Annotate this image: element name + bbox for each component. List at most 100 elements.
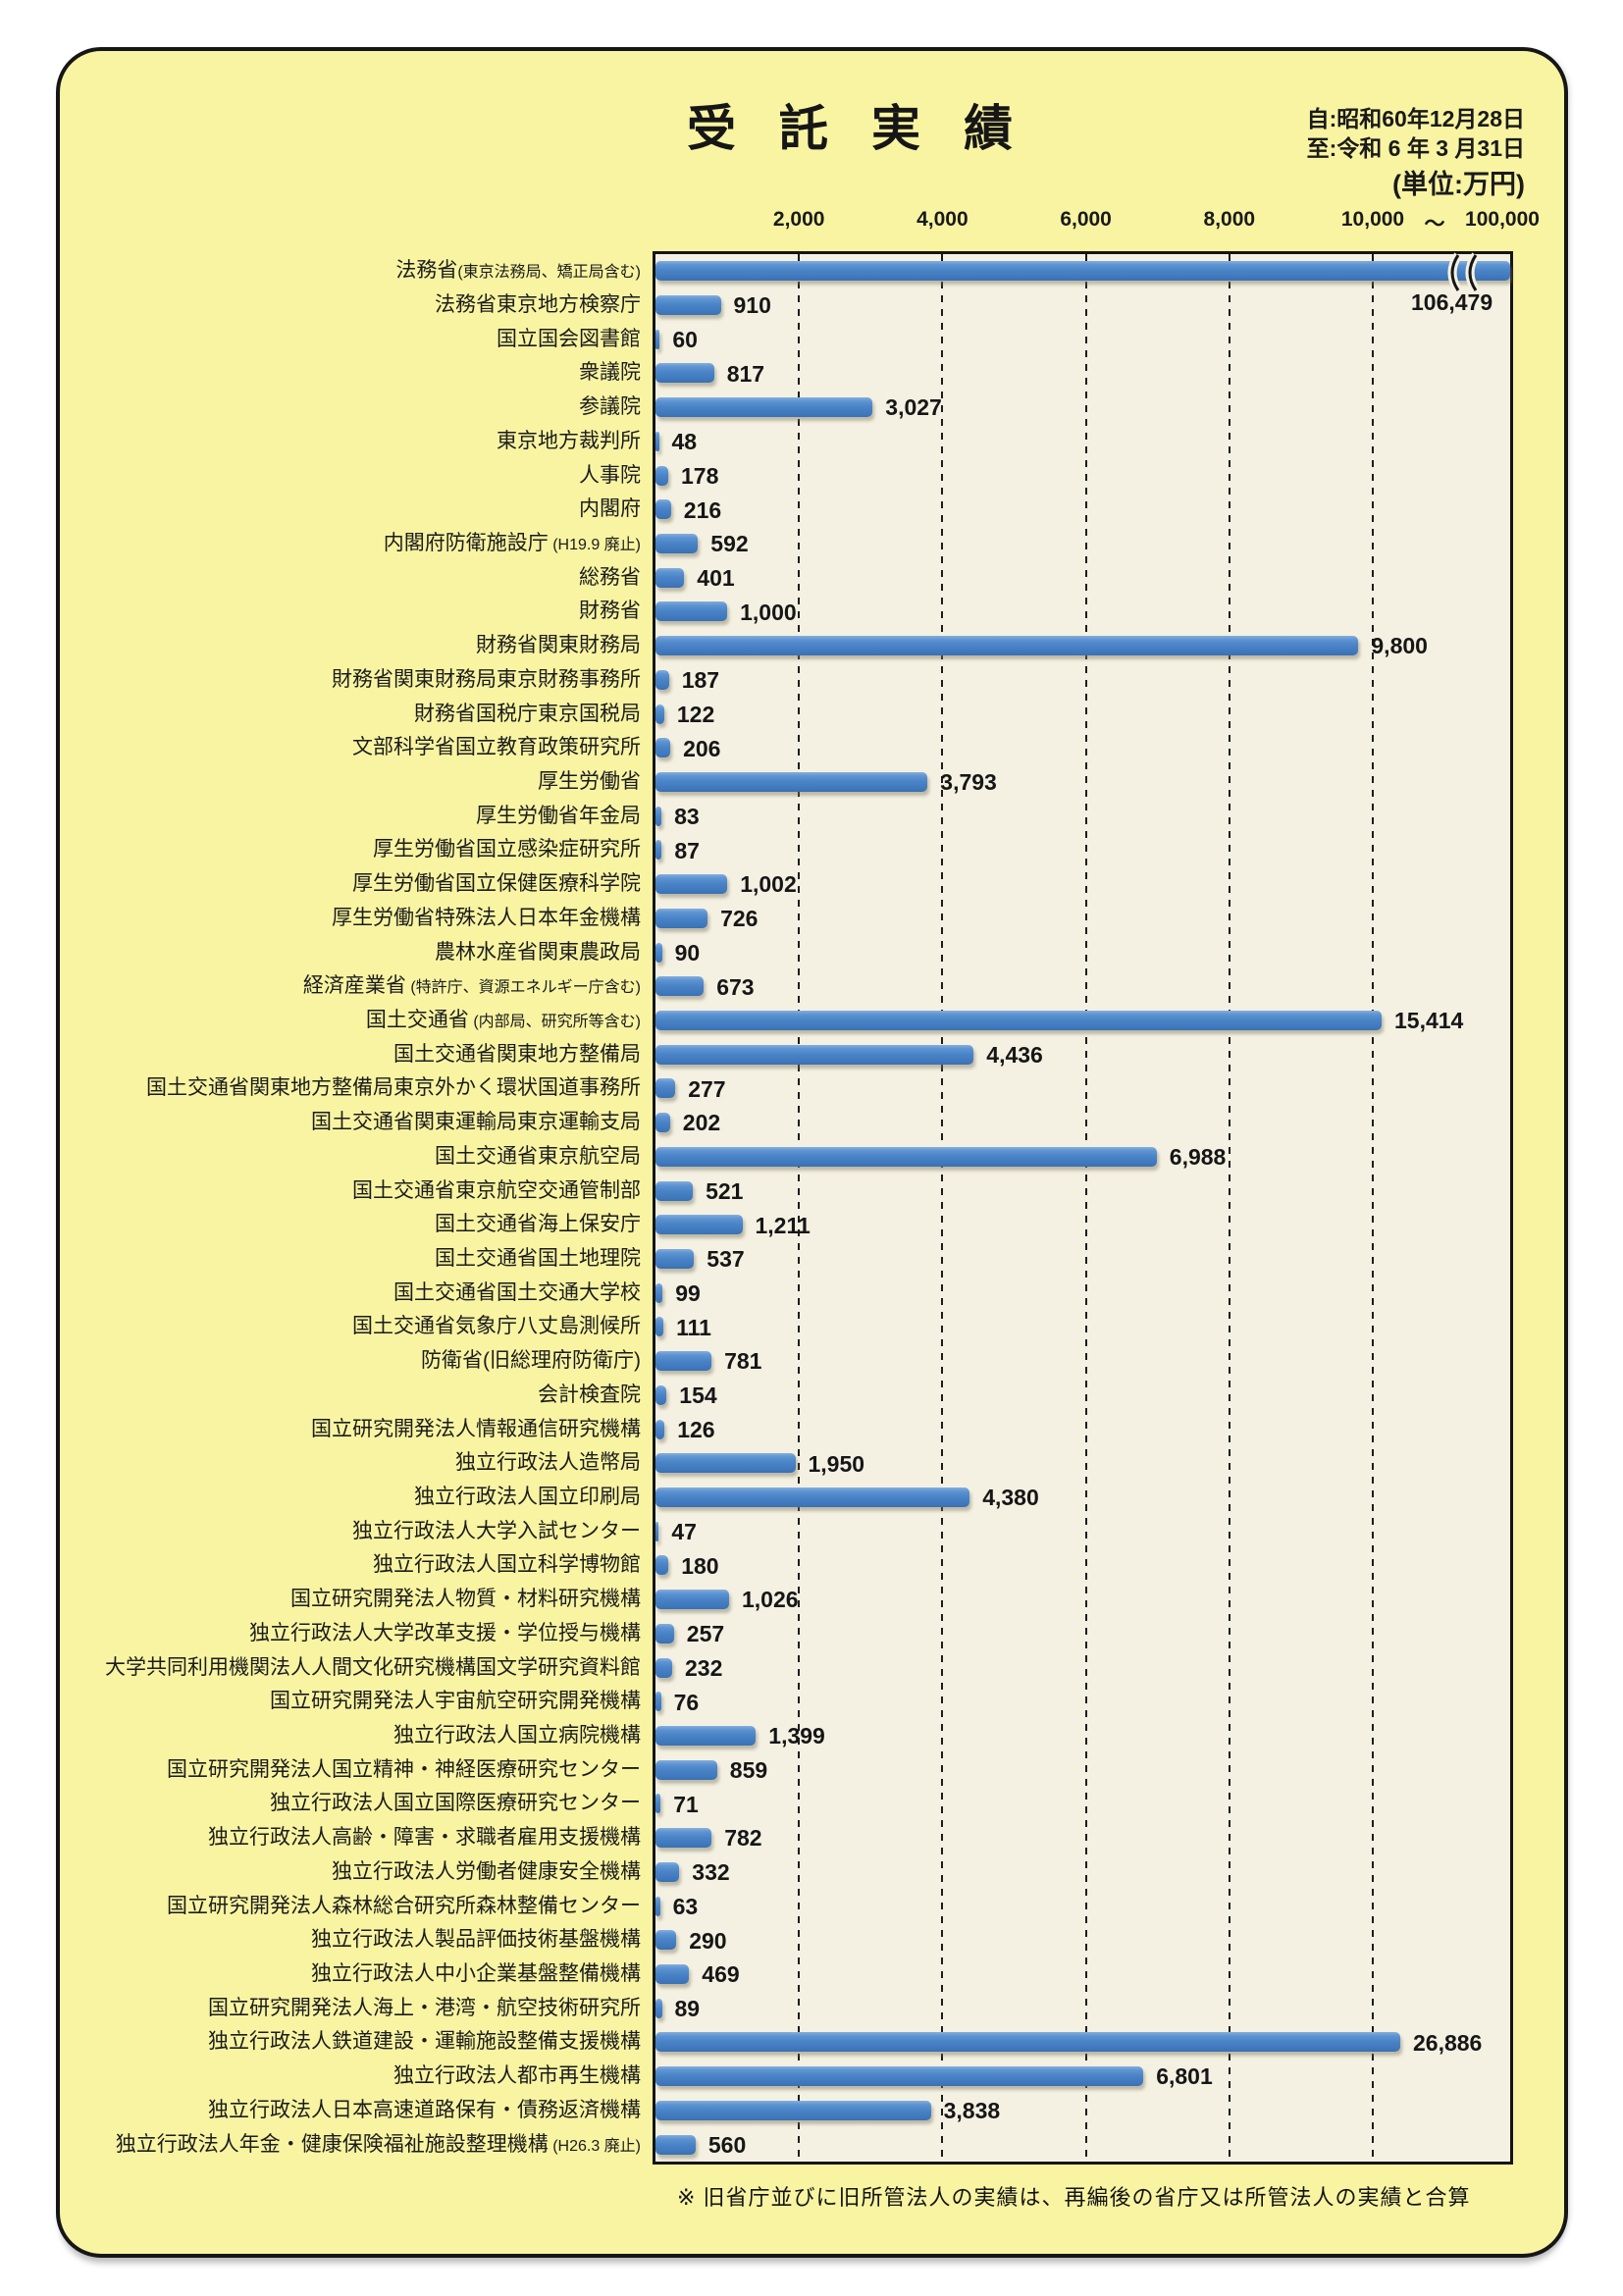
category-label: 国立研究開発法人物質・材料研究機構	[290, 1588, 641, 1611]
bar	[655, 2134, 696, 2155]
bar-value-label: 71	[673, 1791, 699, 1817]
axis-break-icon	[1447, 252, 1480, 293]
category-label: 厚生労働省	[538, 770, 641, 793]
bar	[655, 1726, 757, 1746]
bar-value-label: 290	[689, 1927, 727, 1954]
category-label-note: (特許庁、資源エネルギー庁含む)	[405, 979, 641, 997]
category-label: 国土交通省国土地理院	[435, 1247, 641, 1270]
axis-tick-label: 8,000	[1203, 208, 1256, 231]
bar	[655, 1590, 729, 1610]
bar	[655, 2032, 1400, 2053]
bar-value-label: 592	[710, 531, 749, 557]
bar-value-label: 83	[674, 803, 700, 829]
bar-value-label: 817	[726, 360, 765, 387]
bar	[655, 1828, 712, 1849]
bar-value-label: 6,988	[1169, 1144, 1227, 1171]
category-label: 国土交通省関東地方整備局	[393, 1042, 641, 1066]
grid-line	[1084, 254, 1087, 2162]
bar	[655, 431, 659, 451]
category-label: 参議院	[579, 395, 641, 419]
category-label: 国土交通省東京航空局	[435, 1144, 641, 1168]
category-label: 厚生労働省国立保健医療科学院	[352, 872, 641, 896]
category-label: 独立行政法人年金・健康保険福祉施設整理機構 (H26.3 廃止)	[115, 2132, 641, 2156]
bar-value-label: 126	[677, 1416, 715, 1442]
axis-overflow-label: 100,000	[1465, 208, 1540, 231]
bar	[655, 1521, 659, 1541]
axis-tick	[941, 254, 944, 263]
category-label: 独立行政法人大学入試センター	[352, 1519, 641, 1542]
bar	[655, 534, 699, 553]
bar	[655, 669, 669, 690]
page-title: 受託実績	[687, 101, 1056, 156]
bar-value-label: 26,886	[1413, 2029, 1483, 2056]
category-label: 人事院	[579, 463, 641, 487]
category-label: 国立研究開発法人海上・港湾・航空技術研究所	[208, 1996, 641, 2019]
bar-value-label: 216	[683, 496, 722, 523]
axis-tick-label: 10,000	[1340, 208, 1405, 231]
bar	[655, 1282, 663, 1303]
grid-line	[1228, 254, 1230, 2162]
category-label: 独立行政法人大学改革支援・学位授与機構	[249, 1621, 641, 1644]
category-label: 国土交通省東京航空交通管制部	[352, 1178, 641, 1202]
axis-tick-label: 6,000	[1060, 208, 1112, 231]
category-label: 防衛省(旧総理府防衛庁)	[421, 1349, 641, 1373]
bar	[655, 806, 662, 826]
bar	[655, 1692, 661, 1712]
bar	[655, 1487, 970, 1507]
bar-value-label: 178	[681, 462, 719, 489]
bar	[655, 1794, 661, 1814]
bar-value-label: 673	[716, 973, 755, 1000]
category-label: 法務省東京地方検察庁	[435, 293, 641, 316]
plot-area: 106,479 910 60 817 3,027 48 178 216 592 401 1,000 9…	[653, 251, 1513, 2165]
axis-tick-label: 4,000	[916, 208, 969, 231]
bar	[655, 636, 1359, 656]
bar-value-label: 154	[679, 1383, 717, 1409]
bar	[655, 942, 662, 963]
category-label: 独立行政法人国立病院機構	[393, 1724, 641, 1747]
category-label: 独立行政法人製品評価技術基盤機構	[311, 1928, 641, 1952]
bar-value-label: 9,800	[1371, 633, 1428, 659]
date-to: 至:令和 6 年 3 月31日	[1306, 135, 1525, 161]
category-label-note: (内部局、研究所等含む)	[468, 1014, 641, 1030]
bar-value-label: 187	[681, 667, 720, 694]
category-label: 国立研究開発法人情報通信研究機構	[311, 1417, 641, 1440]
bar	[655, 1896, 660, 1916]
category-label: 国土交通省 (内部局、研究所等含む)	[365, 1009, 641, 1031]
bar	[655, 738, 671, 758]
bar-value-label: 1,002	[740, 871, 797, 898]
bar	[655, 1555, 669, 1576]
category-label: 国土交通省関東運輸局東京運輸支局	[311, 1111, 641, 1134]
category-label: 会計検査院	[538, 1383, 641, 1406]
bar-value-label: 89	[674, 1995, 701, 2021]
axis-tick	[1372, 254, 1374, 263]
bar	[655, 1078, 676, 1099]
bar-value-label: 277	[688, 1075, 726, 1102]
grid-line	[941, 254, 944, 2162]
category-label: 財務省	[579, 600, 641, 623]
bar	[655, 567, 685, 588]
category-label: 国土交通省気象庁八丈島測候所	[352, 1315, 641, 1338]
bar	[655, 704, 664, 724]
bar	[655, 1657, 672, 1678]
bar-value-label: 106,479	[1411, 289, 1493, 315]
bar-value-label: 726	[720, 906, 759, 932]
bar	[655, 465, 668, 486]
category-label: 厚生労働省年金局	[476, 804, 641, 827]
category-label: 内閣府防衛施設庁 (H19.9 廃止)	[383, 532, 641, 554]
bar	[655, 1351, 712, 1372]
bar	[655, 1317, 664, 1337]
category-label: 東京地方裁判所	[497, 429, 641, 452]
category-label: 独立行政法人国立国際医療研究センター	[270, 1792, 641, 1815]
category-label: 厚生労働省特殊法人日本年金機構	[332, 906, 641, 929]
bar	[655, 976, 705, 997]
category-label: 財務省関東財務局東京財務事務所	[332, 667, 641, 691]
category-label: 独立行政法人国立科学博物館	[373, 1553, 641, 1577]
category-label: 経済産業省 (特許庁、資源エネルギー庁含む)	[302, 974, 641, 998]
bar-value-label: 232	[685, 1654, 723, 1681]
bar-value-label: 47	[671, 1518, 697, 1544]
category-label: 財務省関東財務局	[476, 634, 641, 657]
bar	[655, 1998, 662, 2018]
bar	[655, 1044, 974, 1065]
category-label: 国立国会図書館	[497, 327, 641, 350]
bar	[655, 1759, 717, 1780]
